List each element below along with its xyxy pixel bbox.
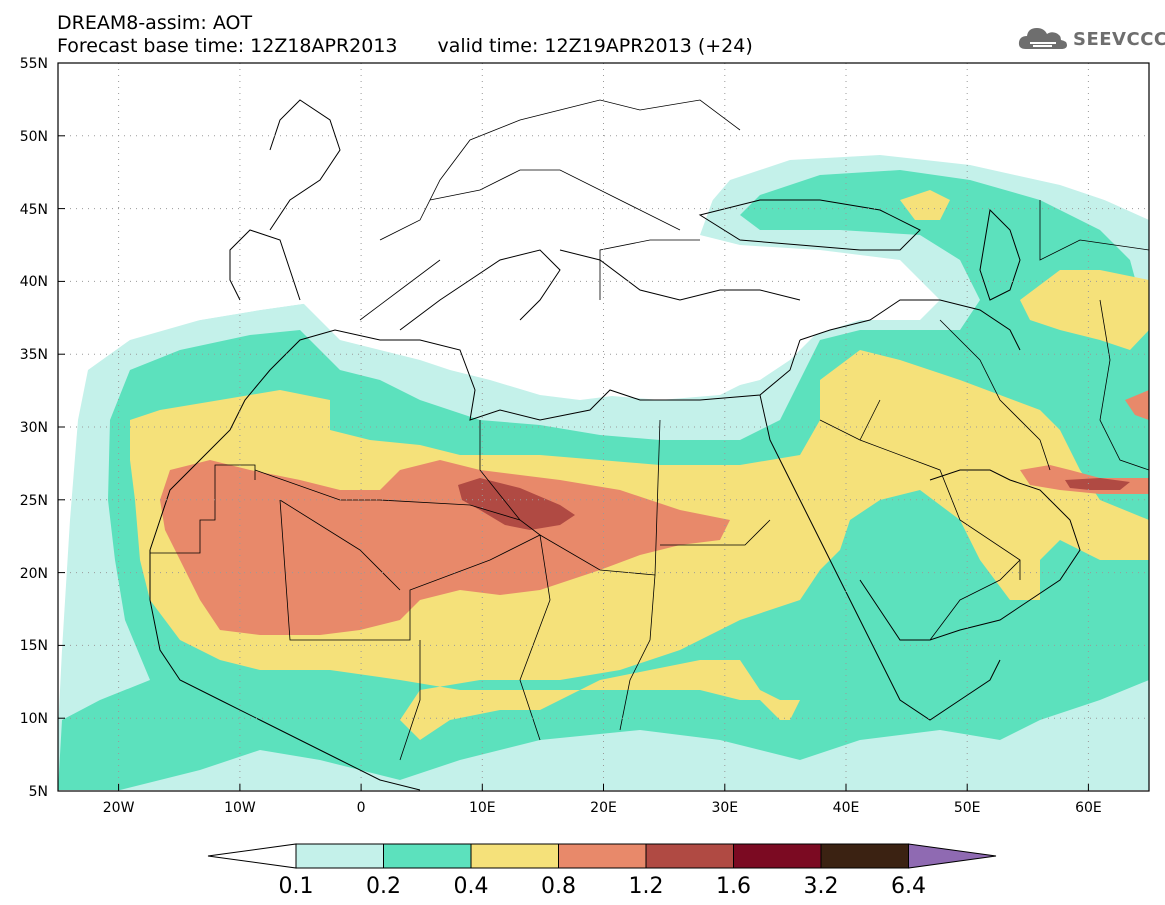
aot-level-1.2: [458, 478, 575, 530]
chart-title: DREAM8-assim: AOT: [57, 12, 253, 34]
lat-tick-label: 40N: [20, 274, 48, 290]
logo-text: SEEVCCC: [1073, 28, 1165, 50]
colorbar-bin: [558, 843, 647, 869]
lon-tick-label: 40E: [833, 800, 860, 816]
lon-tick-label: 60E: [1075, 800, 1102, 816]
base-time: Forecast base time: 12Z18APR2013: [57, 35, 398, 57]
forecast-times: Forecast base time: 12Z18APR2013 valid ti…: [57, 35, 753, 57]
lon-tick-label: 10E: [469, 800, 496, 816]
colorbar-bin: [820, 843, 909, 869]
colorbar-low-arrow: [207, 843, 297, 869]
colorbar-label: 0.8: [541, 874, 576, 899]
cloud-logo-icon: [1018, 28, 1067, 49]
lat-tick-label: 25N: [20, 493, 48, 509]
lon-tick-label: 20W: [103, 800, 135, 816]
colorbar-label: 0.4: [454, 874, 489, 899]
colorbar-label: 1.2: [629, 874, 664, 899]
lat-tick-label: 5N: [29, 784, 48, 800]
colorbar-label: 0.1: [279, 874, 314, 899]
aot-level-0.8: [160, 460, 730, 635]
colorbar-bin: [733, 843, 822, 869]
lon-tick-label: 20E: [590, 800, 617, 816]
colorbar-label: 1.6: [716, 874, 751, 899]
seevccc-logo: SEEVCCC: [1016, 23, 1165, 55]
lat-tick-label: 55N: [20, 56, 48, 72]
aot-level-0.4-north: [1020, 270, 1149, 350]
colorbar-bin: [295, 843, 384, 869]
aot-level-0.4-caspian: [900, 190, 950, 220]
lat-tick-labels: 5N 10N 15N 20N 25N 30N 35N 40N 45N 50N 5…: [20, 56, 48, 800]
tick-marks: [58, 135, 1089, 791]
colorbar-high-arrow: [908, 843, 997, 869]
lon-tick-label: 30E: [711, 800, 738, 816]
graticule: [58, 63, 1149, 791]
colorbar: [207, 843, 997, 869]
colorbar-bin: [383, 843, 472, 869]
lon-tick-label: 0: [357, 800, 366, 816]
country-borders: [150, 99, 1149, 761]
colorbar-bin: [470, 843, 559, 869]
aot-level-1.2-gulf: [1065, 478, 1130, 490]
colorbar-label: 3.2: [804, 874, 839, 899]
colorbar-bin: [645, 843, 734, 869]
valid-time: valid time: 12Z19APR2013 (+24): [437, 35, 753, 57]
coastlines: [149, 99, 1081, 791]
lon-tick-label: 10W: [224, 800, 256, 816]
mediterranean-clear: [300, 270, 820, 400]
lat-tick-label: 30N: [20, 420, 48, 436]
colorbar-label: 0.2: [366, 874, 401, 899]
lon-tick-label: 50E: [954, 800, 981, 816]
aot-level-0.8-east: [1125, 390, 1149, 420]
lon-tick-labels: 20W 10W 0 10E 20E 30E 40E 50E 60E: [103, 800, 1102, 816]
lat-tick-label: 35N: [20, 347, 48, 363]
lat-tick-label: 50N: [20, 129, 48, 145]
colorbar-labels: 0.1 0.2 0.4 0.8 1.2 1.6 3.2 6.4: [279, 874, 927, 899]
colorbar-label: 6.4: [891, 874, 926, 899]
lat-tick-label: 10N: [20, 711, 48, 727]
lat-tick-label: 20N: [20, 566, 48, 582]
lat-tick-label: 45N: [20, 202, 48, 218]
lat-tick-label: 15N: [20, 638, 48, 654]
